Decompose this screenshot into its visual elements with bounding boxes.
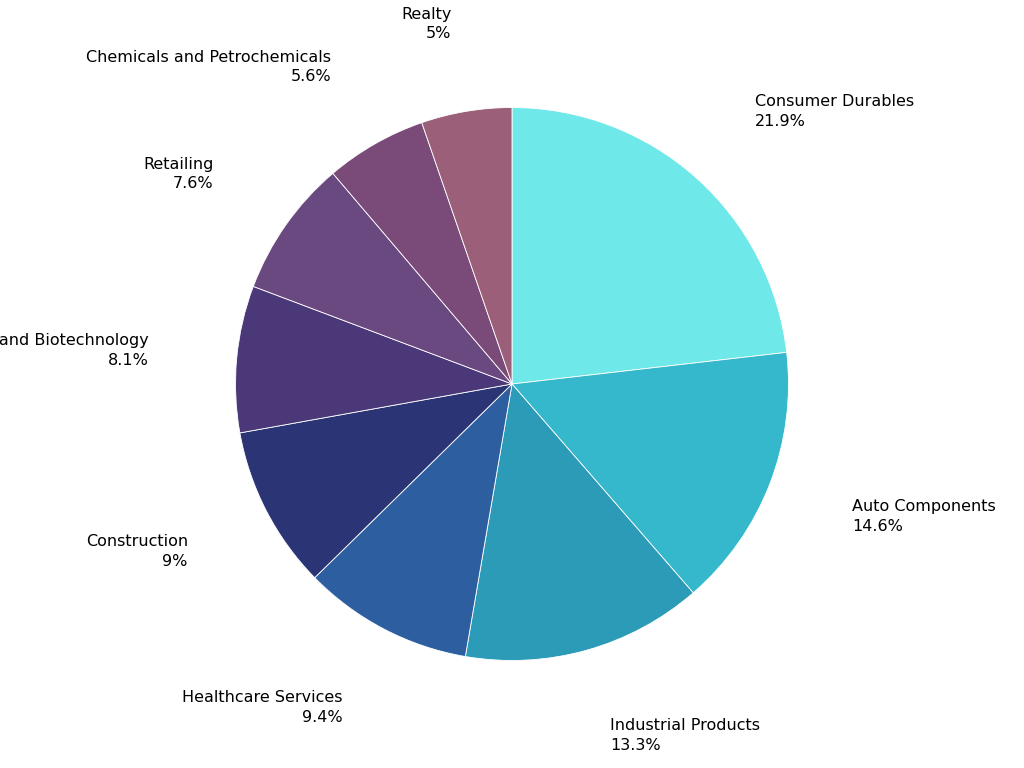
Wedge shape [236, 286, 512, 433]
Text: Healthcare Services
9.4%: Healthcare Services 9.4% [182, 690, 343, 725]
Wedge shape [253, 174, 512, 384]
Wedge shape [240, 384, 512, 578]
Wedge shape [314, 384, 512, 657]
Wedge shape [333, 123, 512, 384]
Text: Retailing
7.6%: Retailing 7.6% [143, 157, 214, 191]
Text: Construction
9%: Construction 9% [86, 535, 187, 569]
Text: Pharmaceuticals and Biotechnology
8.1%: Pharmaceuticals and Biotechnology 8.1% [0, 333, 148, 368]
Wedge shape [512, 108, 786, 384]
Text: Industrial Products
13.3%: Industrial Products 13.3% [610, 718, 760, 753]
Text: Chemicals and Petrochemicals
5.6%: Chemicals and Petrochemicals 5.6% [86, 50, 331, 84]
Wedge shape [422, 108, 512, 384]
Wedge shape [465, 384, 693, 660]
Wedge shape [512, 353, 788, 593]
Text: Auto Components
14.6%: Auto Components 14.6% [852, 498, 996, 534]
Text: Realty
5%: Realty 5% [401, 7, 452, 41]
Text: Consumer Durables
21.9%: Consumer Durables 21.9% [755, 94, 914, 129]
